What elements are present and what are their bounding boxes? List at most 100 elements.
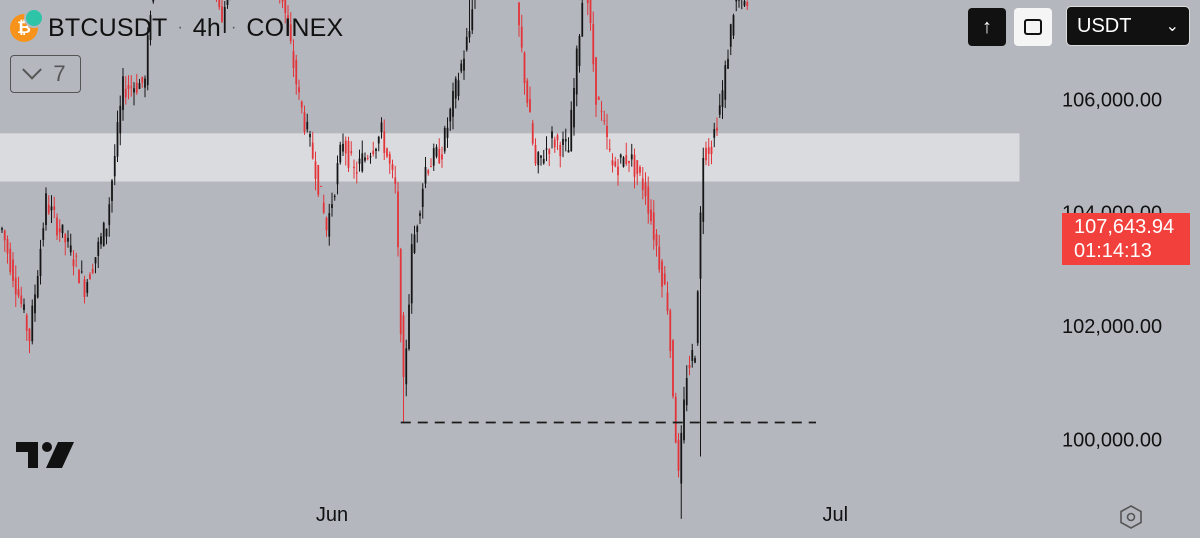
candle[interactable] [644, 172, 647, 205]
candle[interactable] [39, 239, 42, 285]
candle[interactable] [372, 141, 375, 157]
candle[interactable] [696, 290, 699, 346]
candle[interactable] [75, 252, 78, 268]
candle[interactable] [743, 0, 746, 8]
candle[interactable] [589, 0, 592, 31]
candle[interactable] [732, 13, 735, 40]
candle[interactable] [625, 142, 628, 166]
candle[interactable] [553, 136, 556, 153]
candle[interactable] [460, 59, 463, 74]
candle[interactable] [465, 27, 468, 52]
candle[interactable] [691, 343, 694, 368]
candle[interactable] [683, 386, 685, 444]
candle[interactable] [537, 150, 540, 174]
candle[interactable] [405, 339, 408, 397]
candle[interactable] [328, 203, 331, 246]
candle[interactable] [721, 80, 724, 120]
candle[interactable] [309, 130, 311, 147]
candle[interactable] [443, 125, 446, 154]
candle[interactable] [375, 147, 377, 159]
candle[interactable] [399, 247, 402, 343]
candle[interactable] [666, 281, 669, 315]
candle[interactable] [100, 232, 102, 249]
candle[interactable] [614, 156, 617, 168]
candle[interactable] [735, 0, 738, 12]
candle[interactable] [69, 233, 72, 256]
candle[interactable] [292, 39, 295, 77]
candle[interactable] [402, 311, 405, 423]
candle[interactable] [435, 144, 438, 159]
candle[interactable] [520, 14, 523, 53]
candle[interactable] [380, 117, 383, 139]
candle[interactable] [650, 199, 652, 225]
currency-select[interactable]: USDT ⌄ [1066, 6, 1190, 46]
settings-hexagon-icon[interactable] [1118, 504, 1144, 530]
candle[interactable] [672, 338, 674, 399]
candle[interactable] [67, 230, 69, 248]
candle[interactable] [133, 82, 135, 106]
candle[interactable] [540, 155, 542, 166]
candle[interactable] [122, 68, 124, 121]
candle[interactable] [647, 176, 650, 224]
candle[interactable] [152, 0, 155, 4]
candle[interactable] [388, 151, 391, 174]
candle[interactable] [339, 141, 342, 165]
candle[interactable] [91, 263, 94, 275]
candle[interactable] [47, 195, 50, 216]
candle[interactable] [20, 286, 23, 308]
candle[interactable] [526, 78, 529, 108]
candle[interactable] [394, 165, 397, 194]
candle[interactable] [86, 279, 89, 297]
scroll-up-button[interactable]: ↑ [968, 8, 1006, 46]
candle[interactable] [221, 0, 223, 23]
candle[interactable] [298, 79, 300, 100]
candle[interactable] [551, 126, 553, 149]
candle[interactable] [355, 161, 358, 184]
candle[interactable] [314, 151, 317, 191]
candle[interactable] [564, 128, 567, 152]
candle[interactable] [287, 5, 289, 28]
candle[interactable] [97, 237, 100, 269]
candle[interactable] [606, 113, 608, 150]
candle[interactable] [738, 0, 740, 8]
candle[interactable] [694, 355, 696, 364]
candle[interactable] [94, 257, 97, 274]
candle[interactable] [716, 117, 718, 137]
candle[interactable] [350, 141, 353, 156]
candle[interactable] [6, 235, 9, 264]
candle[interactable] [608, 139, 611, 153]
candle[interactable] [430, 158, 432, 168]
candle[interactable] [531, 119, 534, 146]
candle[interactable] [669, 308, 672, 358]
candle[interactable] [218, 0, 221, 10]
candle[interactable] [391, 159, 394, 179]
candle[interactable] [746, 0, 749, 11]
candle[interactable] [364, 152, 366, 163]
candle[interactable] [523, 51, 526, 95]
candle[interactable] [61, 224, 64, 238]
candle[interactable] [303, 105, 306, 135]
candle[interactable] [705, 141, 707, 166]
candle[interactable] [658, 235, 661, 273]
candle[interactable] [471, 0, 474, 35]
candle[interactable] [14, 265, 17, 307]
interval-label[interactable]: 4h [192, 13, 222, 42]
candle[interactable] [718, 93, 721, 118]
candle[interactable] [416, 224, 419, 243]
candle[interactable] [397, 182, 399, 257]
candle[interactable] [149, 10, 152, 46]
candle[interactable] [135, 73, 138, 95]
candle[interactable] [289, 12, 292, 45]
candle[interactable] [685, 365, 688, 412]
candle[interactable] [23, 298, 25, 314]
candle[interactable] [421, 183, 424, 219]
candle[interactable] [9, 242, 12, 276]
candle[interactable] [663, 265, 666, 286]
candle[interactable] [64, 232, 67, 256]
candle[interactable] [741, 0, 743, 10]
support-zone[interactable] [0, 133, 1020, 182]
candle[interactable] [529, 86, 531, 113]
candle[interactable] [361, 140, 364, 173]
candle[interactable] [619, 153, 622, 164]
candle[interactable] [713, 122, 716, 148]
